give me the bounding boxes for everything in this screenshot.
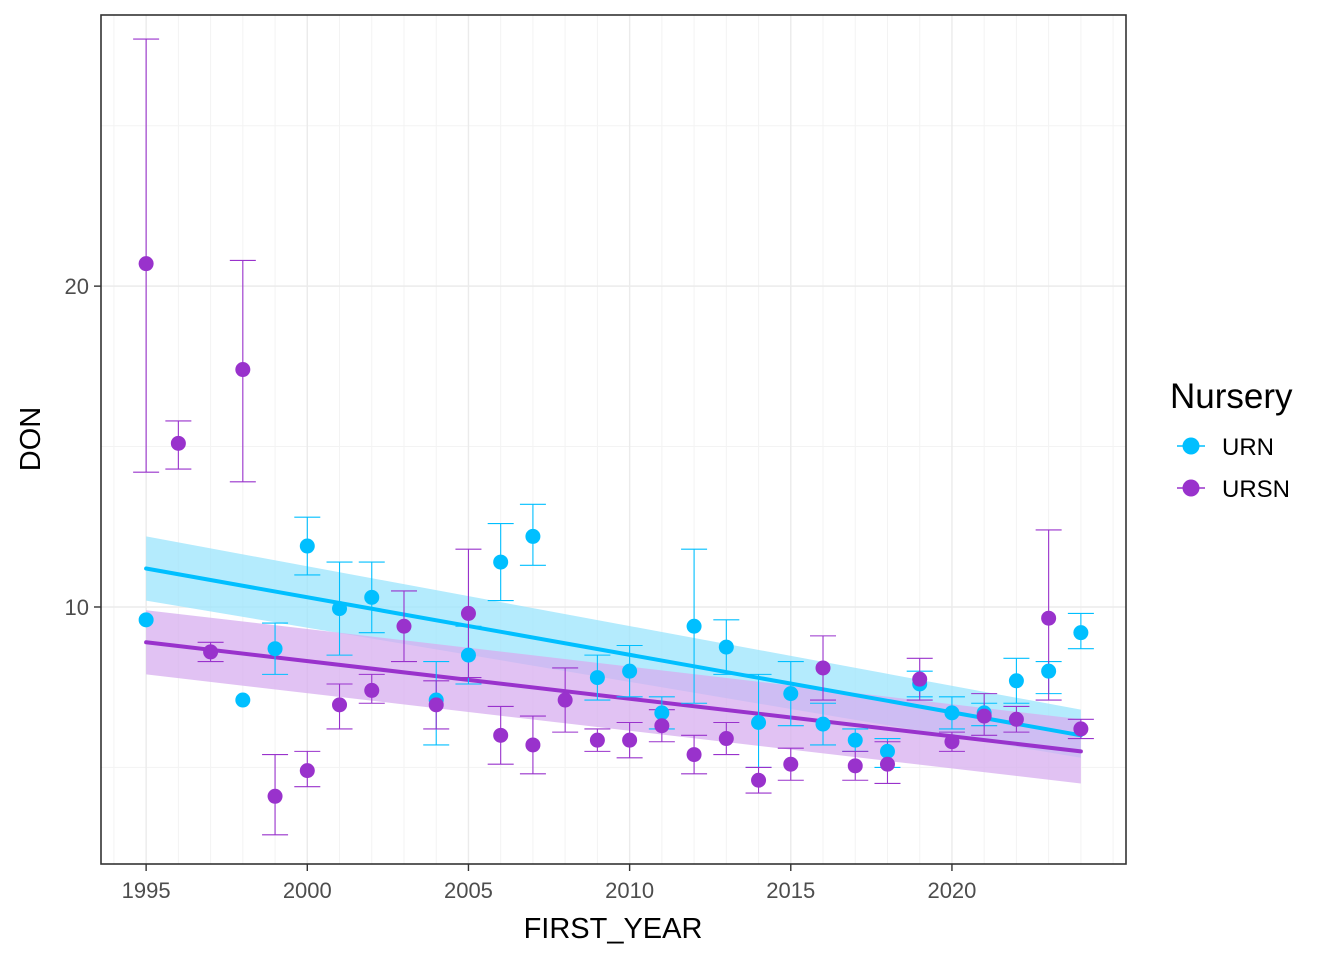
plot-border xyxy=(100,14,1127,865)
data-point-urn xyxy=(815,716,831,732)
legend-key-marker xyxy=(1182,479,1200,497)
data-point-ursn xyxy=(170,435,186,451)
data-point-urn xyxy=(235,692,251,708)
legend: Nursery URN URSN xyxy=(1170,377,1293,503)
data-point-ursn xyxy=(622,732,638,748)
data-point-urn xyxy=(138,612,154,628)
data-point-urn xyxy=(332,601,348,617)
data-point-ursn xyxy=(944,734,960,750)
data-point-urn xyxy=(299,538,315,554)
data-point-urn xyxy=(525,528,541,544)
data-point-ursn xyxy=(912,671,928,687)
data-point-urn xyxy=(751,715,767,730)
legend-label: URSN xyxy=(1222,476,1290,503)
error-bar-ursn xyxy=(133,38,160,473)
data-point-ursn xyxy=(976,708,992,724)
legend-entry-ursn: URSN xyxy=(1177,476,1290,503)
legend-key-marker xyxy=(1182,437,1200,455)
data-point-ursn xyxy=(815,660,831,676)
data-point-ursn xyxy=(364,682,380,698)
data-point-ursn xyxy=(1073,721,1089,737)
data-point-ursn xyxy=(493,727,509,743)
data-point-ursn xyxy=(267,788,283,804)
data-point-urn xyxy=(267,641,283,657)
x-tick-label: 2000 xyxy=(283,878,332,903)
x-tick-label: 2015 xyxy=(766,878,815,903)
trend-lines xyxy=(144,566,1083,754)
data-point-ursn xyxy=(138,256,154,272)
data-point-ursn xyxy=(299,763,315,779)
x-tick-label: 2005 xyxy=(444,878,493,903)
data-point-urn xyxy=(493,554,509,570)
data-point-urn xyxy=(1041,663,1057,679)
data-point-ursn xyxy=(718,731,734,747)
data-point-ursn xyxy=(847,758,863,774)
y-tick-label: 10 xyxy=(65,595,89,620)
data-point-ursn xyxy=(460,605,476,621)
data-point-ursn xyxy=(203,644,219,660)
data-point-urn xyxy=(589,670,605,686)
data-point-ursn xyxy=(589,732,605,748)
data-point-urn xyxy=(1008,673,1024,689)
data-point-urn xyxy=(364,589,380,605)
data-point-ursn xyxy=(1008,711,1024,727)
x-tick-label: 2020 xyxy=(927,878,976,903)
legend-label: URN xyxy=(1222,434,1274,461)
data-point-ursn xyxy=(235,362,251,378)
data-point-urn xyxy=(718,639,734,655)
trend-line-urn xyxy=(144,566,1083,738)
data-point-urn xyxy=(622,663,638,679)
data-point-urn xyxy=(1073,625,1089,641)
data-point-urn xyxy=(783,686,799,702)
data-point-ursn xyxy=(557,692,573,708)
x-tick-label: 2010 xyxy=(605,878,654,903)
data-point-urn xyxy=(654,705,670,721)
data-point-urn xyxy=(944,705,960,721)
legend-title: Nursery xyxy=(1170,377,1293,416)
data-point-ursn xyxy=(686,747,702,763)
data-points xyxy=(138,256,1089,804)
data-point-ursn xyxy=(751,772,767,788)
data-point-urn xyxy=(847,732,863,748)
x-axis: 1995 2000 2005 2010 2015 2020 xyxy=(122,864,976,903)
data-point-urn xyxy=(879,743,895,759)
y-tick-label: 20 xyxy=(65,274,89,299)
data-point-urn xyxy=(460,647,476,663)
data-point-ursn xyxy=(525,737,541,753)
trend-line-ursn xyxy=(144,640,1083,754)
data-point-ursn xyxy=(654,718,670,734)
legend-entry-urn: URN xyxy=(1177,434,1274,461)
x-axis-title: FIRST_YEAR xyxy=(524,913,703,945)
x-tick-label: 1995 xyxy=(122,878,171,903)
y-axis: 10 20 xyxy=(65,274,101,620)
data-point-ursn xyxy=(879,756,895,772)
data-point-ursn xyxy=(428,697,444,713)
data-point-ursn xyxy=(332,697,348,713)
y-axis-title: DON xyxy=(15,407,47,471)
data-point-ursn xyxy=(396,618,412,634)
data-point-urn xyxy=(686,618,702,634)
data-point-ursn xyxy=(783,756,799,772)
data-point-ursn xyxy=(1041,610,1057,626)
